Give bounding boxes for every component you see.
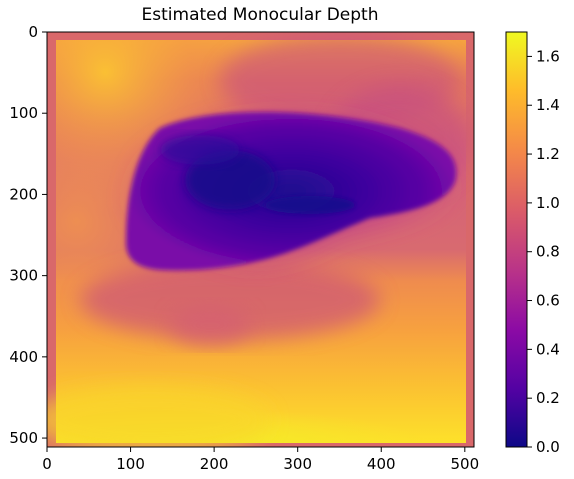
x-tick-label: 200 xyxy=(200,455,229,473)
plot-frame xyxy=(46,31,475,448)
x-tick-label: 400 xyxy=(367,455,396,473)
colorbar-axis: 0.0 0.2 0.4 0.6 0.8 1.0 1.2 1.4 1.6 xyxy=(527,47,560,456)
x-axis: 0 100 200 300 400 500 xyxy=(42,447,479,473)
colorbar-tick-label: 1.6 xyxy=(536,47,560,65)
colorbar-tick-label: 0.4 xyxy=(536,340,560,358)
y-tick-label: 500 xyxy=(9,429,38,447)
x-tick-label: 500 xyxy=(450,455,479,473)
x-tick-label: 100 xyxy=(116,455,145,473)
y-tick-label: 300 xyxy=(9,267,38,285)
depth-heatmap xyxy=(47,32,474,447)
y-axis: 0 100 200 300 400 500 xyxy=(9,23,47,447)
y-tick-label: 0 xyxy=(28,23,38,41)
y-tick-label: 100 xyxy=(9,104,38,122)
colorbar-tick-label: 0.0 xyxy=(536,438,560,456)
colorbar-tick-label: 0.8 xyxy=(536,243,560,261)
x-tick-label: 0 xyxy=(42,455,52,473)
y-tick-label: 400 xyxy=(9,348,38,366)
colorbar xyxy=(505,31,528,448)
chart-title: Estimated Monocular Depth xyxy=(142,5,379,25)
colorbar-tick-label: 1.4 xyxy=(536,96,560,114)
colorbar-tick-label: 0.2 xyxy=(536,389,560,407)
colorbar-tick-label: 1.2 xyxy=(536,145,560,163)
colorbar-tick-label: 0.6 xyxy=(536,292,560,310)
colorbar-tick-label: 1.0 xyxy=(536,194,560,212)
x-tick-label: 300 xyxy=(283,455,312,473)
y-tick-label: 200 xyxy=(9,185,38,203)
